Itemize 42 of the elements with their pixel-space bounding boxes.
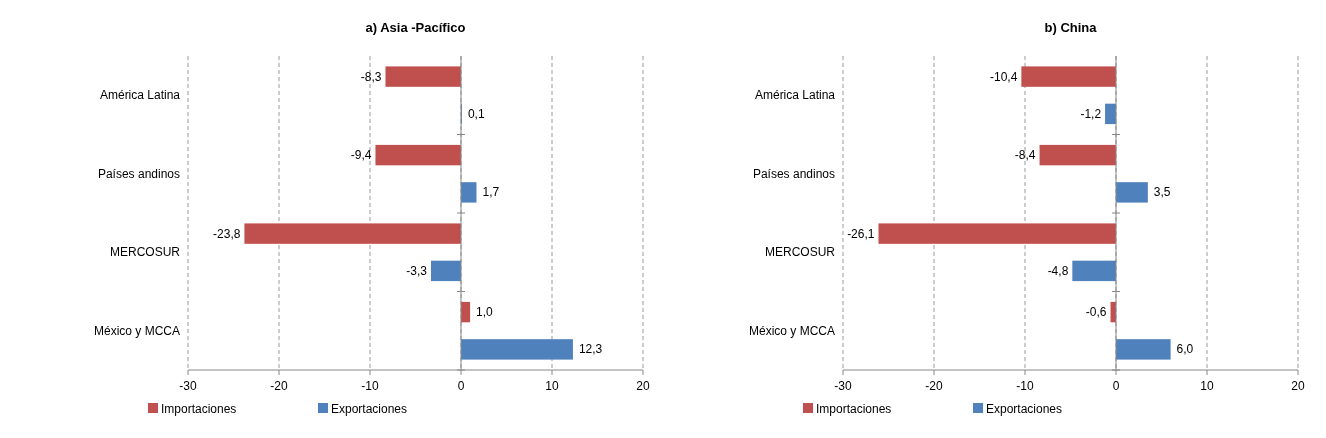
data-label: -0,6 [1085,305,1107,320]
data-label: -23,8 [213,226,241,241]
x-tick-label: -30 [834,379,852,393]
data-label: -9,4 [350,148,372,163]
data-label: 6,0 [1176,342,1194,357]
data-label: -8,3 [360,69,382,84]
data-label: 1,0 [476,305,494,320]
y-tick-label: MERCOSUR [109,245,181,260]
y-tick-label: México y MCCA [93,323,180,338]
x-tick-label: 20 [1291,379,1305,393]
data-label: -8,4 [1014,148,1036,163]
y-tick-label: América Latina [99,88,181,103]
x-tick-label: 10 [1200,379,1214,393]
data-label: -26,1 [847,226,875,241]
y-tick-label: América Latina [754,88,836,103]
data-label: 0,1 [467,106,485,121]
data-label: 1,7 [482,185,500,200]
legend-label: Exportaciones [986,402,1063,416]
x-tick-label: -20 [270,379,288,393]
data-label: -4,8 [1047,263,1069,278]
x-tick-label: 20 [636,379,650,393]
data-label: -3,3 [406,263,428,278]
data-label: 3,5 [1153,185,1171,200]
legend-label: Importaciones [161,402,237,416]
x-tick-label: 0 [1112,379,1120,393]
x-tick-label: -30 [179,379,197,393]
data-label: 12,3 [578,342,603,357]
y-tick-label: México y MCCA [748,323,835,338]
data-label: -10,4 [990,69,1018,84]
x-tick-label: 10 [545,379,559,393]
y-tick-label: Países andinos [97,166,180,181]
x-tick-label: -10 [361,379,379,393]
chart-title: a) Asia -Pacífico [365,20,466,35]
legend-label: Exportaciones [331,402,408,416]
x-tick-label: -20 [925,379,943,393]
x-tick-label: -10 [1016,379,1034,393]
y-tick-label: Países andinos [752,166,835,181]
x-tick-label: 0 [457,379,465,393]
legend-label: Importaciones [816,402,892,416]
y-tick-label: MERCOSUR [764,245,836,260]
data-label: -1,2 [1080,106,1102,121]
chart-title: b) China [1044,20,1098,35]
